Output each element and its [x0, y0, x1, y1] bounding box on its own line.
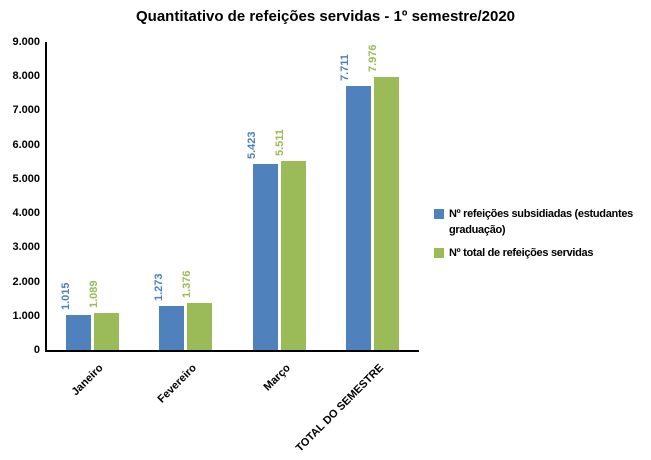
y-axis-label: 9.000: [12, 36, 40, 48]
bar-value-label: 5.511: [274, 129, 287, 157]
y-axis-label: 0: [33, 344, 40, 356]
x-axis-line: [45, 350, 419, 352]
legend-entry-total: Nº total de refeições servidas: [434, 245, 651, 261]
bar-value-label: 1.015: [59, 282, 72, 311]
bar-subsidized: [252, 164, 278, 350]
y-axis-label: 5.000: [12, 172, 40, 185]
legend-swatch-blue-icon: [434, 209, 444, 219]
x-axis-label: Fevereiro: [155, 362, 200, 406]
bar-value-label: 1.376: [180, 270, 193, 298]
y-axis-label: 2.000: [12, 275, 40, 288]
x-axis-label: Janeiro: [69, 362, 107, 399]
bar-subsidized: [66, 315, 92, 350]
bar-total: [373, 77, 399, 350]
legend: Nº refeições subsidiadas (estudantes gra…: [434, 206, 651, 261]
y-axis-line: [45, 42, 47, 350]
y-axis-label: 1.000: [12, 309, 40, 322]
y-axis-label: 7.000: [12, 104, 40, 117]
bar-total: [187, 302, 213, 350]
bar-total: [280, 161, 306, 350]
bar-subsidized: [159, 306, 185, 350]
bar-value-label: 7.711: [339, 54, 352, 82]
bar-value-label: 5.423: [246, 131, 259, 160]
bar-subsidized: [345, 86, 371, 350]
bar-total: [94, 312, 120, 350]
y-axis-label: 8.000: [12, 70, 40, 83]
chart-title: Quantitativo de refeições servidas - 1º …: [136, 8, 515, 25]
bar-value-label: 1.273: [152, 273, 165, 302]
legend-label-total: Nº total de refeições servidas: [449, 247, 594, 259]
y-axis-label: 3.000: [12, 241, 40, 254]
legend-label-subsidized: Nº refeições subsidiadas (estudantes gra…: [449, 208, 633, 236]
bar-value-label: 7.976: [367, 44, 380, 73]
x-axis-label: TOTAL DO SEMESTRE: [293, 362, 386, 455]
legend-entry-subsidized: Nº refeições subsidiadas (estudantes gra…: [434, 206, 651, 238]
x-axis-label: Março: [261, 362, 293, 394]
y-axis-label: 4.000: [12, 207, 40, 220]
y-axis-label: 6.000: [12, 138, 40, 151]
legend-swatch-green-icon: [434, 248, 444, 258]
bar-value-label: 1.089: [87, 280, 100, 308]
